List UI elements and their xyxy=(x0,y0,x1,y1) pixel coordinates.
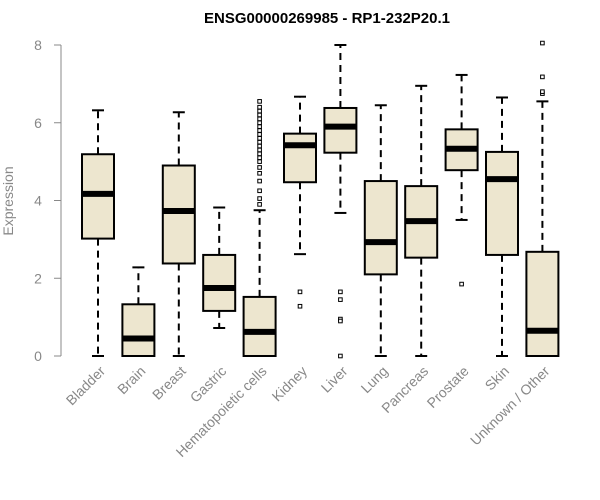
y-axis-label: Expression xyxy=(0,166,16,235)
x-tick-label: Breast xyxy=(149,363,189,403)
outlier-point xyxy=(257,108,262,114)
outlier-point xyxy=(257,120,262,126)
chart-title: ENSG00000269985 - RP1-232P20.1 xyxy=(204,10,450,27)
outlier-point xyxy=(297,303,303,309)
x-tick-label: Bladder xyxy=(63,363,109,409)
box-iqr xyxy=(121,303,156,358)
box-iqr xyxy=(161,164,196,265)
y-axis: 0 2 4 6 8 xyxy=(34,37,62,364)
outlier-point xyxy=(257,178,262,184)
box-prostate xyxy=(444,73,479,287)
outlier-point xyxy=(540,74,545,80)
box-liver xyxy=(323,44,358,359)
boxes-layer xyxy=(81,40,560,359)
outlier-point xyxy=(257,159,262,164)
outlier-point xyxy=(257,170,262,176)
box-gastric xyxy=(202,206,237,330)
x-tick-label: Brain xyxy=(114,363,148,397)
box-iqr xyxy=(525,250,560,357)
x-tick-label: Skin xyxy=(482,363,513,394)
box-iqr xyxy=(363,180,398,276)
y-tick-label: 6 xyxy=(34,115,42,131)
outlier-point xyxy=(257,196,262,201)
y-tick-label: 8 xyxy=(34,37,42,53)
box-iqr xyxy=(283,132,317,184)
outlier-point xyxy=(257,112,262,118)
box-iqr xyxy=(202,253,237,312)
outlier-point xyxy=(257,99,262,104)
box-iqr xyxy=(485,150,519,256)
box-skin xyxy=(485,96,519,357)
outlier-point xyxy=(257,155,262,161)
outlier-point xyxy=(257,104,262,110)
outlier-point xyxy=(540,89,545,94)
box-kidney xyxy=(283,95,317,309)
y-tick-label: 0 xyxy=(34,348,42,364)
outlier-point xyxy=(338,353,343,359)
outlier-point xyxy=(338,318,343,324)
box-iqr xyxy=(323,106,358,154)
x-tick-label: Liver xyxy=(318,363,351,396)
box-bladder xyxy=(81,109,115,357)
outlier-point xyxy=(540,40,545,46)
box-breast xyxy=(161,111,196,357)
box-pancreas xyxy=(404,84,439,357)
outlier-point xyxy=(257,188,262,194)
outlier-point xyxy=(257,139,262,145)
outlier-point xyxy=(459,281,464,287)
box-iqr xyxy=(242,295,277,358)
y-tick-label: 4 xyxy=(34,193,42,209)
x-tick-label: Lung xyxy=(358,363,391,396)
outlier-point xyxy=(297,289,303,295)
outlier-point xyxy=(257,202,262,207)
x-tick-label: Prostate xyxy=(424,363,472,411)
outlier-point xyxy=(257,147,262,153)
outlier-point xyxy=(257,165,262,170)
box-hematopoietic-cells xyxy=(242,99,277,358)
outlier-point xyxy=(257,132,262,137)
outlier-point xyxy=(257,124,262,129)
y-tick-label: 2 xyxy=(34,270,42,286)
outlier-point xyxy=(257,136,262,141)
outlier-point xyxy=(257,116,262,122)
outlier-point xyxy=(257,143,262,149)
box-lung xyxy=(363,104,398,357)
box-brain xyxy=(121,266,156,358)
outlier-point xyxy=(257,128,262,133)
outlier-point xyxy=(257,151,262,157)
outlier-point xyxy=(338,289,343,295)
outlier-point xyxy=(338,297,343,302)
box-unknown-other xyxy=(525,40,560,357)
x-tick-label: Kidney xyxy=(269,363,311,405)
